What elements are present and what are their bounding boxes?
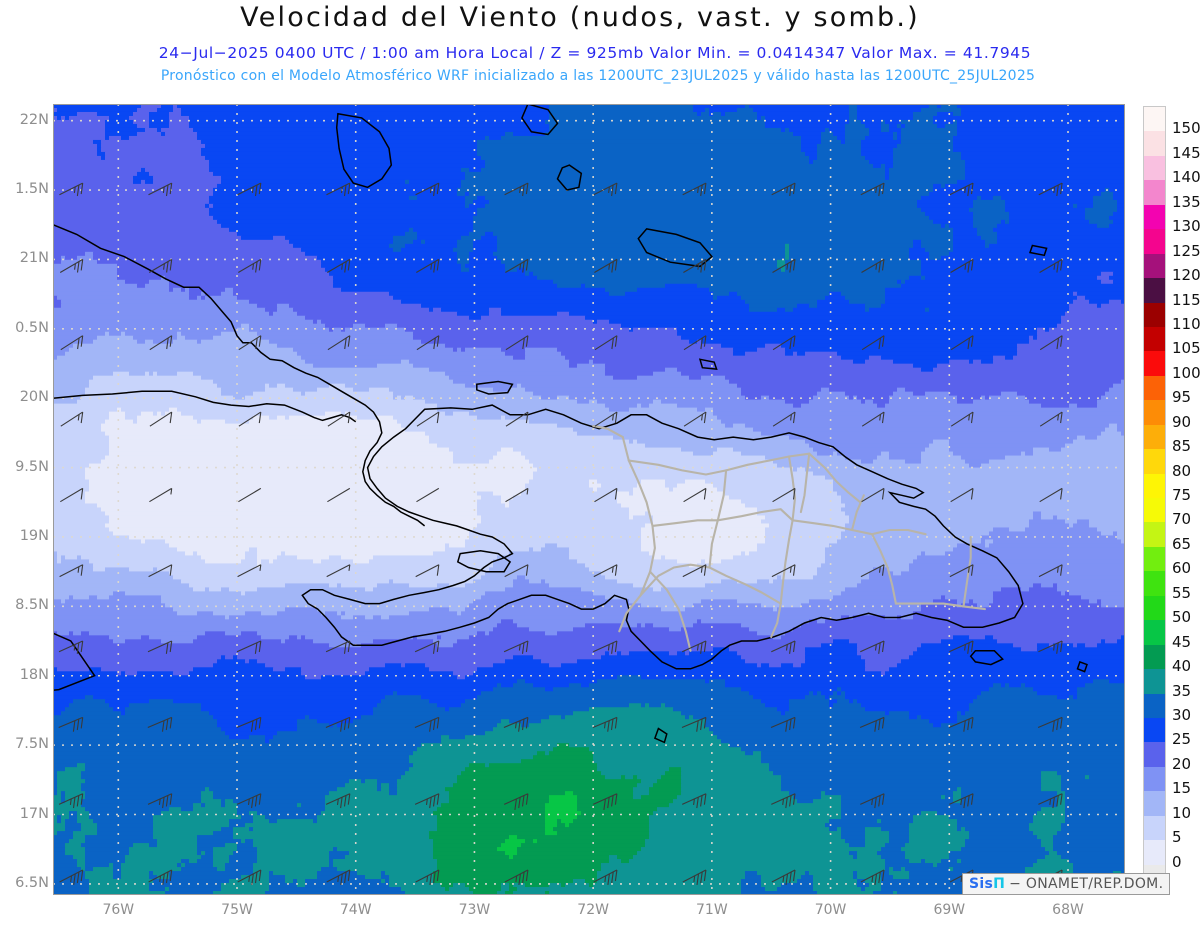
colorbar-segment	[1144, 449, 1165, 474]
lon-tick-label: 73W	[458, 902, 491, 918]
lon-tick-label: 75W	[221, 902, 253, 918]
colorbar-segment	[1144, 424, 1165, 450]
lon-tick-label: 71W	[696, 902, 728, 918]
colorbar-tick-label: 125	[1172, 241, 1200, 260]
colorbar-tick-label: 110	[1172, 314, 1200, 333]
colorbar-tick-label: 95	[1172, 388, 1192, 407]
colorbar-tick-label: 80	[1172, 461, 1192, 480]
lat-tick-label: 22N	[19, 111, 49, 128]
colorbar-tick-label: 40	[1172, 657, 1192, 676]
colorbar-tick-label: 60	[1172, 559, 1192, 578]
colorbar-segment	[1144, 253, 1165, 279]
lon-tick-label: 76W	[102, 902, 135, 918]
lat-tick-label: 19N	[19, 527, 49, 544]
lat-tick-label: 1.5N	[15, 181, 49, 198]
colorbar-tick-label: 85	[1172, 437, 1192, 456]
colorbar-tick-label: 145	[1172, 143, 1200, 162]
colorbar-segment	[1144, 326, 1165, 352]
map-plot-area	[53, 104, 1125, 895]
lon-tick-label: 68W	[1052, 902, 1084, 918]
wind-barbs	[58, 182, 1063, 885]
lon-tick-label: 72W	[577, 902, 609, 918]
colorbar-segment	[1144, 791, 1165, 816]
colorbar-tick-label: 50	[1172, 608, 1192, 627]
colorbar-segment	[1144, 498, 1165, 523]
colorbar-tick-label: 140	[1172, 168, 1200, 187]
colorbar-segment	[1144, 473, 1165, 498]
colorbar-segment	[1144, 840, 1165, 865]
colorbar-tick-label: 15	[1172, 779, 1192, 798]
colorbar-tick-label: 5	[1172, 828, 1182, 847]
colorbar-segment	[1144, 400, 1165, 425]
colorbar-segment	[1144, 815, 1165, 841]
colorbar-segment	[1144, 644, 1165, 670]
colorbar-segment	[1144, 180, 1165, 205]
lon-tick-label: 74W	[339, 902, 372, 918]
colorbar-segment	[1144, 693, 1165, 718]
onamet-label: − ONAMET/REP.DOM.	[1009, 876, 1164, 892]
colorbar	[1143, 106, 1166, 890]
lat-tick-label: 6.5N	[15, 874, 49, 891]
colorbar-tick-label: 35	[1172, 681, 1192, 700]
colorbar-segment	[1144, 595, 1165, 621]
colorbar-segment	[1144, 229, 1165, 254]
colorbar-tick-label: 0	[1172, 852, 1182, 871]
lon-tick-label: 70W	[814, 902, 847, 918]
coastlines-and-borders	[53, 104, 1088, 744]
page-title: Velocidad del Viento (nudos, vast. y som…	[240, 2, 920, 33]
colorbar-tick-label: 65	[1172, 534, 1192, 553]
lat-tick-label: 9.5N	[15, 458, 49, 475]
colorbar-tick-label: 30	[1172, 705, 1192, 724]
colorbar-tick-label: 75	[1172, 486, 1192, 504]
colorbar-tick-label: 90	[1172, 412, 1192, 431]
colorbar-segment	[1144, 302, 1165, 327]
colorbar-tick-label: 70	[1172, 510, 1192, 529]
colorbar-segment	[1144, 546, 1165, 572]
colorbar-tick-label: 135	[1172, 192, 1200, 211]
lon-tick-label: 69W	[933, 902, 966, 918]
sispi-label-sis: Sis	[969, 876, 994, 892]
colorbar-tick-label: 120	[1172, 266, 1200, 285]
colorbar-segment	[1144, 717, 1165, 743]
colorbar-tick-label: 10	[1172, 803, 1192, 822]
lat-tick-label: 7.5N	[15, 736, 49, 753]
colorbar-segment	[1144, 107, 1165, 132]
colorbar-segment	[1144, 155, 1165, 181]
lat-tick-label: 21N	[19, 250, 49, 267]
attribution-badge: Sis Π − ONAMET/REP.DOM.	[962, 873, 1171, 895]
colorbar-segment	[1144, 571, 1165, 596]
lat-tick-label: 0.5N	[15, 319, 49, 336]
colorbar-tick-label: 55	[1172, 583, 1192, 602]
lat-tick-label: 18N	[19, 666, 49, 683]
colorbar-segment	[1144, 522, 1165, 547]
colorbar-tick-label: 25	[1172, 730, 1192, 749]
lat-tick-label: 17N	[19, 805, 49, 822]
colorbar-tick-label: 20	[1172, 754, 1192, 773]
colorbar-segment	[1144, 278, 1165, 303]
colorbar-segment	[1144, 204, 1165, 230]
colorbar-tick-label: 105	[1172, 339, 1200, 358]
colorbar-segment	[1144, 669, 1165, 694]
colorbar-segment	[1144, 742, 1165, 767]
colorbar-tick-label: 100	[1172, 363, 1200, 382]
colorbar-tick-label: 45	[1172, 632, 1192, 651]
colorbar-tick-label: 115	[1172, 290, 1200, 309]
colorbar-segment	[1144, 766, 1165, 792]
colorbar-segment	[1144, 131, 1165, 156]
lat-tick-label: 20N	[19, 389, 49, 406]
colorbar-segment	[1144, 351, 1165, 376]
lat-tick-label: 8.5N	[15, 597, 49, 614]
colorbar-tick-label: 150	[1172, 119, 1200, 138]
sispi-label-pi: Π	[993, 876, 1006, 892]
colorbar-segment	[1144, 375, 1165, 401]
colorbar-tick-label: 130	[1172, 217, 1200, 236]
model-info-line: Pronóstico con el Modelo Atmosférico WRF…	[160, 68, 1036, 84]
forecast-meta-line: 24−Jul−2025 0400 UTC / 1:00 am Hora Loca…	[158, 44, 1032, 62]
colorbar-segment	[1144, 620, 1165, 645]
